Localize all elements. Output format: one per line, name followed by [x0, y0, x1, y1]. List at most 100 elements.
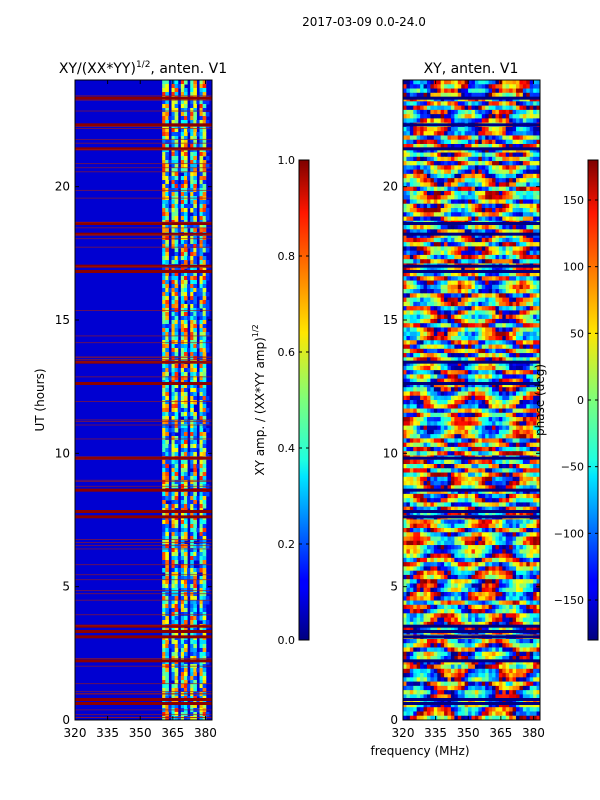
heatmap-cell — [481, 161, 486, 166]
heatmap-cell — [471, 336, 476, 341]
heatmap-cell — [171, 216, 176, 221]
heatmap-cell — [165, 352, 169, 357]
heatmap-cell — [162, 544, 166, 549]
heatmap-cell — [457, 178, 462, 183]
heatmap-cell — [180, 476, 185, 481]
heatmap-cell — [177, 576, 182, 581]
heatmap-cell — [505, 357, 510, 363]
heatmap-cell — [529, 365, 534, 371]
heatmap-cell — [485, 310, 490, 316]
heatmap-cell — [440, 225, 445, 230]
heatmap-cell — [433, 148, 438, 154]
heatmap-cell — [426, 382, 431, 388]
heatmap-cell — [481, 331, 486, 337]
heatmap-cell — [522, 323, 527, 328]
heatmap-cell — [536, 105, 540, 111]
heatmap-cell — [461, 400, 466, 405]
heatmap-thin-flag — [75, 163, 212, 165]
heatmap-cell — [485, 289, 490, 294]
heatmap-cell — [413, 195, 418, 200]
heatmap-cell — [193, 92, 197, 97]
heatmap-cell — [165, 172, 169, 177]
heatmap-cell — [505, 165, 510, 171]
heatmap-cell — [171, 600, 176, 605]
heatmap-cell — [529, 344, 534, 350]
heatmap-cell — [205, 244, 210, 249]
heatmap-cell — [440, 156, 445, 162]
heatmap-cell — [488, 139, 493, 145]
heatmap-cell — [516, 92, 520, 98]
heatmap-cell — [468, 357, 472, 363]
heatmap-cell — [171, 640, 176, 645]
heatmap-cell — [454, 314, 459, 320]
heatmap-cell — [492, 310, 496, 316]
heatmap-cell — [416, 152, 421, 158]
heatmap-cell — [426, 400, 431, 405]
heatmap-cell — [162, 584, 166, 589]
heatmap-cell — [180, 204, 185, 209]
heatmap-cell — [464, 336, 469, 341]
heatmap-cell — [471, 250, 476, 256]
heatmap-cell — [174, 272, 179, 277]
heatmap-cell — [423, 314, 428, 320]
heatmap-cell — [199, 344, 204, 349]
heatmap-cell — [174, 520, 179, 525]
heatmap-cell — [450, 297, 455, 303]
heatmap-cell — [162, 392, 166, 397]
heatmap-cell — [165, 236, 169, 241]
heatmap-cell — [202, 572, 207, 577]
heatmap-cell — [444, 190, 449, 196]
heatmap-cell — [454, 84, 459, 90]
heatmap-cell — [481, 203, 486, 209]
heatmap-cell — [193, 272, 197, 277]
heatmap-cell — [454, 186, 459, 192]
heatmap-cell — [492, 395, 496, 401]
heatmap-cell — [440, 336, 445, 341]
heatmap-cell — [512, 340, 517, 346]
heatmap-cell — [516, 370, 520, 375]
heatmap-cell — [481, 404, 486, 410]
heatmap-cell — [464, 318, 469, 324]
heatmap-cell — [526, 173, 531, 179]
heatmap-cell — [165, 328, 169, 333]
heatmap-cell — [162, 548, 166, 553]
heatmap-cell — [413, 152, 418, 158]
heatmap-cell — [423, 400, 428, 405]
heatmap-cell — [187, 224, 191, 229]
heatmap-thin-flag — [75, 126, 212, 127]
heatmap-cell — [174, 648, 179, 653]
heatmap-cell — [183, 432, 188, 437]
heatmap-cell — [474, 323, 479, 328]
heatmap-cell — [423, 327, 428, 333]
heatmap-cell — [526, 365, 531, 371]
heatmap-cell — [174, 152, 179, 157]
heatmap-cell — [512, 114, 517, 119]
heatmap-cell — [183, 376, 188, 381]
heatmap-cell — [516, 148, 520, 154]
heatmap-cell — [196, 132, 201, 137]
heatmap-cell — [502, 318, 507, 324]
heatmap-cell — [522, 186, 527, 192]
heatmap-cell — [403, 199, 407, 205]
heatmap-thin-flag — [75, 438, 212, 440]
heatmap-cell — [450, 161, 455, 166]
heatmap-cell — [202, 424, 207, 429]
heatmap-cell — [183, 416, 188, 421]
heatmap-cell — [478, 195, 483, 200]
heatmap-cell — [440, 344, 445, 350]
heatmap-cell — [485, 92, 490, 98]
heatmap-cell — [440, 203, 445, 209]
heatmap-cell — [516, 101, 520, 107]
heatmap-cell — [193, 372, 197, 377]
heatmap-cell — [437, 199, 442, 205]
heatmap-cell — [447, 353, 452, 358]
heatmap-thin-flag — [75, 424, 212, 426]
heatmap-cell — [193, 612, 197, 617]
heatmap-cell — [409, 229, 414, 235]
heatmap-cell — [433, 370, 438, 375]
heatmap-cell — [162, 680, 166, 685]
heatmap-cell — [433, 361, 438, 367]
heatmap-cell — [461, 336, 466, 341]
heatmap-cell — [187, 348, 191, 353]
